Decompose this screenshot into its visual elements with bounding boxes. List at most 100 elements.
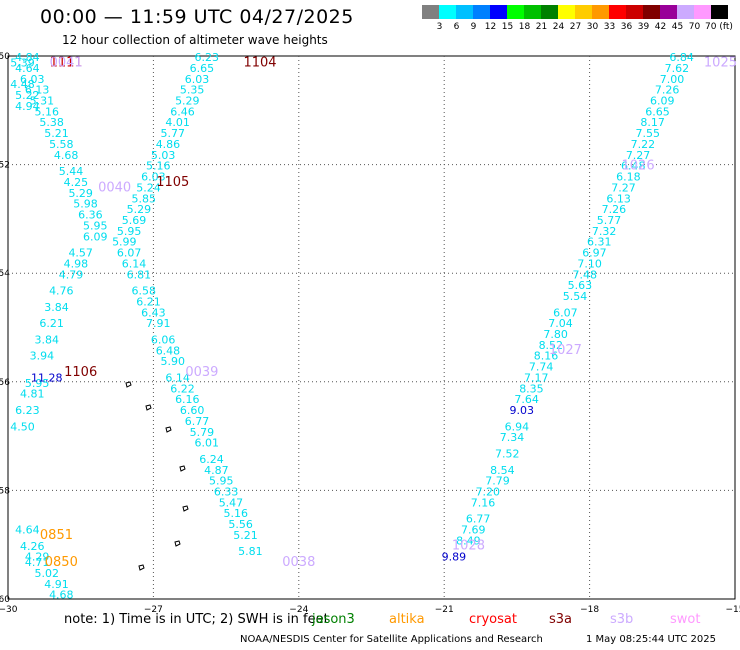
wave-height-value: 5.85 (131, 192, 156, 205)
wave-height-value: 8.16 (534, 350, 559, 363)
wave-height-value: 11.28 (31, 371, 63, 384)
wave-height-value: 7.26 (602, 203, 627, 216)
wave-height-value: 6.81 (127, 268, 152, 281)
wave-height-value: 4.01 (165, 116, 190, 129)
wave-height-value: 4.25 (64, 176, 89, 189)
wave-height-value: 7.80 (543, 328, 568, 341)
wave-height-value: 6.46 (170, 105, 195, 118)
pass-time-label: 0851 (40, 528, 73, 543)
wave-height-value: 3.84 (44, 301, 69, 314)
pass-time-label: 0040 (98, 180, 131, 195)
wave-height-value: 4.64 (15, 62, 40, 75)
scale-label: 9 (470, 22, 477, 32)
wave-height-value: 5.98 (73, 198, 98, 211)
wave-height-value: 5.21 (44, 127, 69, 140)
wave-height-value: 5.95 (83, 219, 108, 232)
pass-time-label: 1026 (622, 159, 655, 174)
wave-height-value: 6.65 (190, 62, 215, 75)
wave-height-value: 7.69 (461, 523, 486, 536)
wave-height-value: 8.17 (640, 116, 665, 129)
wave-height-value: 7.79 (485, 475, 510, 488)
wave-height-value: 5.44 (59, 165, 84, 178)
wave-height-value: 5.16 (146, 160, 171, 173)
wave-height-value: 6.07 (117, 247, 142, 260)
lat-tick-label: −60 (0, 595, 10, 605)
scale-label: 12 (484, 22, 497, 32)
lon-tick-label: −27 (144, 605, 163, 615)
scale-label: 24 (552, 22, 565, 32)
lat-tick-label: −52 (0, 161, 10, 171)
island-outline (145, 404, 152, 411)
wave-height-value: 5.99 (112, 236, 137, 249)
wave-height-value: 6.01 (194, 437, 219, 450)
wave-height-value: 6.03 (185, 73, 210, 86)
wave-height-value: 4.50 (10, 420, 35, 433)
wave-height-value: 6.03 (141, 171, 166, 184)
island-outline (165, 426, 172, 433)
wave-height-value: 7.04 (548, 317, 573, 330)
wave-height-value: 7.64 (514, 393, 539, 406)
wave-height-value: 7.32 (592, 225, 617, 238)
wave-height-value: 6.14 (165, 371, 190, 384)
wave-height-value: 9.03 (509, 404, 534, 417)
wave-height-value: 7.48 (573, 268, 598, 281)
wave-height-value: 4.29 (25, 551, 50, 564)
wave-height-value: 7.27 (611, 181, 636, 194)
lon-tick-label: −18 (580, 605, 599, 615)
wave-height-value: 6.21 (136, 295, 161, 308)
wave-height-value: 6.48 (156, 344, 181, 357)
wave-height-value: 4.68 (54, 149, 79, 162)
wave-height-value: 3.84 (35, 333, 60, 346)
wave-height-value: 6.18 (616, 171, 641, 184)
wave-height-value: 5.24 (136, 181, 161, 194)
scale-label: 33 (603, 22, 616, 32)
note-text: note: 1) Time is in UTC; 2) SWH is in fe… (64, 612, 329, 627)
scale-swatch (507, 5, 524, 19)
legend-item-jason3: jason3 (312, 612, 355, 627)
wave-height-value: 6.09 (83, 230, 108, 243)
wave-height-value: 6.03 (20, 73, 45, 86)
wave-height-value: 8.52 (539, 339, 564, 352)
scale-swatch (422, 5, 439, 19)
wave-height-value: 7.52 (495, 447, 520, 460)
wave-height-value: 4.68 (49, 589, 74, 602)
wave-height-value: 5.69 (122, 214, 147, 227)
wave-height-value: 6.16 (175, 393, 200, 406)
wave-height-value: 6.43 (141, 306, 166, 319)
color-scale-unit: 70 (ft) (705, 22, 733, 32)
scale-swatch (626, 5, 643, 19)
lon-tick-label: −21 (435, 605, 454, 615)
scale-swatch (592, 5, 609, 19)
wave-height-value: 5.58 (49, 138, 74, 151)
wave-height-value: 5.16 (224, 507, 249, 520)
wave-height-value: 5.16 (35, 105, 60, 118)
wave-height-value: 5.77 (597, 214, 622, 227)
wave-height-value: 9.89 (442, 551, 467, 564)
wave-height-value: 4.64 (15, 523, 40, 536)
wave-height-value: 4.84 (15, 51, 40, 64)
lat-tick-label: −56 (0, 378, 10, 388)
pass-time-label: 0041 (50, 55, 83, 70)
scale-swatch (558, 5, 575, 19)
lon-tick-label: −30 (0, 605, 18, 615)
scale-swatch (541, 5, 558, 19)
lat-tick-label: −50 (0, 52, 10, 62)
legend-item-altika: altika (389, 612, 425, 627)
wave-height-value: 6.58 (131, 285, 156, 298)
wave-height-value: 6.22 (170, 382, 195, 395)
wave-height-value: 5.63 (568, 279, 593, 292)
wave-height-value: 7.91 (146, 317, 171, 330)
lon-tick-label: −24 (289, 605, 308, 615)
wave-height-value: 5.54 (563, 290, 588, 303)
wave-height-value: 5.90 (161, 355, 186, 368)
wave-height-value: 6.21 (39, 317, 64, 330)
scale-label: 18 (518, 22, 531, 32)
scale-label: 42 (654, 22, 667, 32)
scale-swatch (711, 5, 728, 19)
wave-height-value: 6.94 (505, 420, 530, 433)
pass-time-label: 1028 (452, 539, 485, 554)
wave-height-value: 6.23 (15, 404, 40, 417)
wave-height-value: 4.91 (44, 578, 69, 591)
wave-height-value: 5.47 (219, 496, 244, 509)
